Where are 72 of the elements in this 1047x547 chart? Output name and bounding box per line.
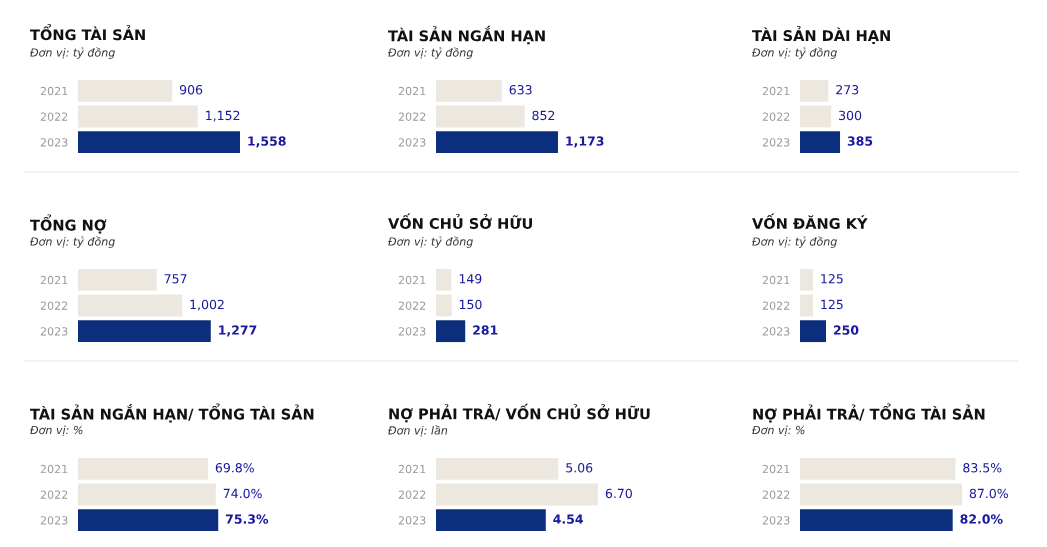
y-tick-label: 2021 [40,275,68,285]
chart-subtitle: Đơn vị: % [30,425,83,437]
data-label: 6.70 [605,488,632,499]
y-tick-label: 2023 [398,516,426,525]
data-label: 83.5% [963,463,1002,473]
y-tick-label: 2023 [762,516,790,525]
data-label: 1,002 [190,299,224,311]
y-tick-label: 2022 [398,301,426,310]
y-tick-label: 2022 [40,490,68,499]
chart-subtitle: Đơn vị: tỷ đồng [752,236,837,248]
data-label: 69.8% [215,463,254,473]
data-label: 852 [532,110,555,121]
y-tick-label: 2023 [40,327,68,336]
chart-title: TÀI SẢN NGẮN HẠN/ TỔNG TÀI SẢN [30,403,314,423]
chart-subtitle: Đơn vị: tỷ đồng [388,47,473,59]
data-label: 1,277 [219,325,257,337]
chart-title: TỔNG NỢ [30,214,107,234]
chart-subtitle: Đơn vị: tỷ đồng [30,236,115,248]
y-tick-label: 2021 [762,86,790,96]
y-tick-label: 2021 [762,464,790,474]
y-tick-label: 2023 [398,327,426,336]
data-label: 149 [459,274,482,284]
data-label: 74.0% [223,488,262,499]
chart-subtitle: Đơn vị: tỷ đồng [30,47,115,59]
chart-title: VỐN CHỦ SỞ HỮU [388,213,532,229]
chart-title: NỢ PHẢI TRẢ/ VỐN CHỦ SỞ HỮU [389,403,650,423]
y-tick-label: 2021 [398,464,426,474]
chart-title: NỢ PHẢI TRẢ/ TỔNG TÀI SẢN [753,403,985,423]
chart-subtitle: Đơn vị: lần [388,425,448,437]
y-tick-label: 2022 [40,112,68,121]
y-tick-label: 2022 [762,301,790,310]
data-label: 75.3% [225,514,269,524]
chart-title: TỔNG TÀI SẢN [30,24,145,41]
data-label: 150 [459,299,482,310]
data-label: 385 [847,136,873,146]
data-label: 1,152 [206,110,240,122]
y-tick-label: 2021 [398,275,426,285]
data-label: 250 [833,325,859,335]
chart-title: TÀI SẢN DÀI HẠN [752,25,890,45]
y-tick-label: 2023 [762,138,790,147]
y-tick-label: 2022 [398,490,426,499]
data-label: 125 [821,299,843,310]
y-tick-label: 2023 [40,138,68,147]
y-tick-label: 2023 [398,138,426,147]
data-label: 906 [179,85,203,95]
data-label: 281 [473,325,498,335]
y-tick-label: 2021 [40,86,68,96]
data-label: 1,173 [566,136,604,148]
y-tick-label: 2022 [398,112,426,121]
data-label: 82.0% [960,514,1003,524]
y-tick-label: 2022 [40,301,68,310]
data-label: 300 [839,110,862,121]
y-tick-label: 2022 [762,112,790,121]
y-tick-label: 2023 [762,327,790,336]
data-label: 5.06 [566,463,593,473]
y-tick-label: 2021 [398,86,426,96]
data-label: 1,558 [248,136,286,148]
data-label: 87.0% [969,488,1008,499]
data-label: 273 [836,85,859,95]
data-label: 633 [509,85,532,95]
data-label: 757 [164,274,187,284]
y-tick-label: 2021 [762,275,790,285]
y-tick-label: 2021 [40,464,68,474]
data-label: 4.54 [553,514,583,524]
y-tick-label: 2022 [762,490,790,499]
data-label: 125 [821,274,843,284]
chart-subtitle: Đơn vị: tỷ đồng [752,47,837,59]
chart-subtitle: Đơn vị: tỷ đồng [388,236,473,248]
chart-title: TÀI SẢN NGẮN HẠN [388,25,545,45]
y-tick-label: 2023 [40,516,68,525]
chart-title: VỐN ĐĂNG KÝ [752,213,868,229]
chart-subtitle: Đơn vị: % [752,425,805,437]
